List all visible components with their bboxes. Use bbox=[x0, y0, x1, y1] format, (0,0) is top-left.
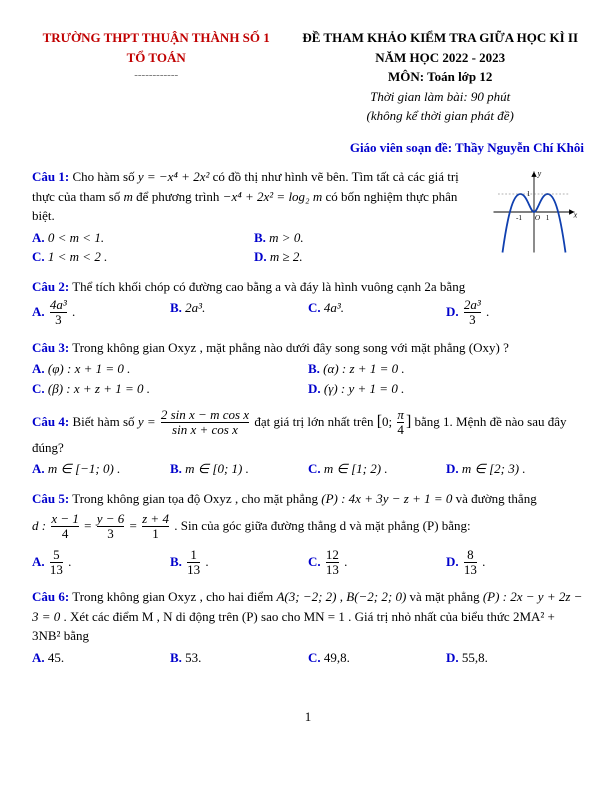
q4-opt-b: B. m ∈ [0; 1) . bbox=[170, 459, 308, 479]
q1-opt-c: C. 1 < m < 2 . bbox=[32, 247, 254, 267]
q1-label: Câu 1: bbox=[32, 169, 69, 184]
q6-pts: A(3; −2; 2) , B(−2; 2; 0) bbox=[276, 589, 406, 604]
q5-pre: Trong không gian tọa độ Oxyz , cho mặt p… bbox=[72, 491, 321, 506]
svg-text:O: O bbox=[535, 214, 541, 222]
q4-label: Câu 4: bbox=[32, 414, 69, 429]
q4-opt-c: C. m ∈ [1; 2) . bbox=[308, 459, 446, 479]
q2-body: Thể tích khối chóp có đường cao bằng a v… bbox=[72, 279, 465, 294]
q1-body-1: Cho hàm số bbox=[72, 169, 137, 184]
q6-body-1: Trong không gian Oxyz , cho hai điểm bbox=[72, 589, 276, 604]
question-4: Câu 4: Biết hàm số y = 2 sin x − m cos x… bbox=[32, 408, 584, 479]
q6-opt-a: A. 45. bbox=[32, 648, 170, 668]
q3-options: A. (φ) : x + 1 = 0 . B. (α) : z + 1 = 0 … bbox=[32, 359, 584, 398]
q1-fn: y = −x⁴ + 2x² bbox=[138, 169, 210, 184]
q5-opt-c: C. 1213 . bbox=[308, 548, 446, 578]
q3-opt-d: D. (γ) : y + 1 = 0 . bbox=[308, 379, 584, 399]
q2-label: Câu 2: bbox=[32, 279, 69, 294]
q5-line-d: d : x − 14 = y − 63 = z + 41 . Sin của g… bbox=[32, 512, 584, 542]
q6-body-3: . Xét các điểm M , N di động trên (P) sa… bbox=[32, 609, 555, 644]
q2-opt-c: C. 4a³. bbox=[308, 298, 446, 328]
q4-mid: đạt giá trị lớn nhất trên bbox=[254, 414, 376, 429]
page-number: 1 bbox=[32, 707, 584, 727]
dept-name: TỔ TOÁN bbox=[32, 48, 280, 68]
exam-note: (không kể thời gian phát đề) bbox=[296, 106, 584, 126]
q3-opt-a: A. (φ) : x + 1 = 0 . bbox=[32, 359, 308, 379]
q1-graph: x y -1 1 O 1 bbox=[484, 167, 584, 263]
q6-opt-c: C. 49,8. bbox=[308, 648, 446, 668]
q2-opt-d: D. 2a³3 . bbox=[446, 298, 584, 328]
header-left: TRƯỜNG THPT THUẬN THÀNH SỐ 1 TỔ TOÁN ---… bbox=[32, 28, 280, 126]
q1-text: Câu 1: Cho hàm số y = −x⁴ + 2x² có đồ th… bbox=[32, 167, 476, 267]
header-right: ĐỀ THAM KHẢO KIỂM TRA GIỮA HỌC KÌ II NĂM… bbox=[296, 28, 584, 126]
q6-body-2: và mặt phẳng bbox=[410, 589, 483, 604]
q5-opt-d: D. 813 . bbox=[446, 548, 584, 578]
question-2: Câu 2: Thể tích khối chóp có đường cao b… bbox=[32, 277, 584, 328]
q1-options: A. 0 < m < 1. B. m > 0. C. 1 < m < 2 . D… bbox=[32, 228, 476, 267]
svg-text:-1: -1 bbox=[516, 214, 522, 222]
question-5: Câu 5: Trong không gian tọa độ Oxyz , ch… bbox=[32, 489, 584, 578]
q1-m: m bbox=[124, 189, 133, 204]
q3-label: Câu 3: bbox=[32, 340, 69, 355]
q4-options: A. m ∈ [−1; 0) . B. m ∈ [0; 1) . C. m ∈ … bbox=[32, 459, 584, 479]
school-name: TRƯỜNG THPT THUẬN THÀNH SỐ 1 bbox=[32, 28, 280, 48]
q6-opt-d: D. 55,8. bbox=[446, 648, 584, 668]
q1-opt-d: D. m ≥ 2. bbox=[254, 247, 476, 267]
q1-body-3: để phương trình bbox=[136, 189, 223, 204]
q4-pre: Biết hàm số bbox=[72, 414, 137, 429]
q1-opt-b: B. m > 0. bbox=[254, 228, 476, 248]
author-line: Giáo viên soạn đề: Thầy Nguyễn Chí Khôi bbox=[32, 138, 584, 158]
q3-opt-b: B. (α) : z + 1 = 0 . bbox=[308, 359, 584, 379]
svg-text:y: y bbox=[537, 169, 542, 178]
svg-text:1: 1 bbox=[546, 214, 550, 222]
exam-duration: Thời gian làm bài: 90 phút bbox=[296, 87, 584, 107]
question-3: Câu 3: Trong không gian Oxyz , mặt phẳng… bbox=[32, 338, 584, 399]
q2-options: A. 4a³3 . B. 2a³. C. 4a³. D. 2a³3 . bbox=[32, 298, 584, 328]
header: TRƯỜNG THPT THUẬN THÀNH SỐ 1 TỔ TOÁN ---… bbox=[32, 28, 584, 126]
graph-svg: x y -1 1 O 1 bbox=[484, 167, 584, 257]
q6-opt-b: B. 53. bbox=[170, 648, 308, 668]
question-1: Câu 1: Cho hàm số y = −x⁴ + 2x² có đồ th… bbox=[32, 167, 584, 267]
q5-label: Câu 5: bbox=[32, 491, 69, 506]
svg-text:x: x bbox=[573, 210, 578, 219]
q6-options: A. 45. B. 53. C. 49,8. D. 55,8. bbox=[32, 648, 584, 668]
q3-body: Trong không gian Oxyz , mặt phẳng nào dư… bbox=[72, 340, 509, 355]
q2-opt-a: A. 4a³3 . bbox=[32, 298, 170, 328]
exam-title: ĐỀ THAM KHẢO KIỂM TRA GIỮA HỌC KÌ II bbox=[296, 28, 584, 48]
q4-opt-a: A. m ∈ [−1; 0) . bbox=[32, 459, 170, 479]
q1-opt-a: A. 0 < m < 1. bbox=[32, 228, 254, 248]
svg-text:1: 1 bbox=[527, 190, 531, 198]
question-6: Câu 6: Trong không gian Oxyz , cho hai đ… bbox=[32, 587, 584, 667]
q1-eq: −x⁴ + 2x² = log₂ m bbox=[223, 189, 323, 204]
q2-opt-b: B. 2a³. bbox=[170, 298, 308, 328]
q3-opt-c: C. (β) : x + z + 1 = 0 . bbox=[32, 379, 308, 399]
exam-year: NĂM HỌC 2022 - 2023 bbox=[296, 48, 584, 68]
q5-opt-b: B. 113 . bbox=[170, 548, 308, 578]
dash-line: ------------ bbox=[32, 67, 280, 84]
q4-opt-d: D. m ∈ [2; 3) . bbox=[446, 459, 584, 479]
q4-y: y = bbox=[138, 414, 156, 429]
q5-plane: (P) : 4x + 3y − z + 1 = 0 bbox=[321, 491, 452, 506]
q5-options: A. 513 . B. 113 . C. 1213 . D. 813 . bbox=[32, 548, 584, 578]
exam-subject: MÔN: Toán lớp 12 bbox=[296, 67, 584, 87]
q6-label: Câu 6: bbox=[32, 589, 69, 604]
q5-opt-a: A. 513 . bbox=[32, 548, 170, 578]
q5-mid1: và đường thẳng bbox=[456, 491, 537, 506]
